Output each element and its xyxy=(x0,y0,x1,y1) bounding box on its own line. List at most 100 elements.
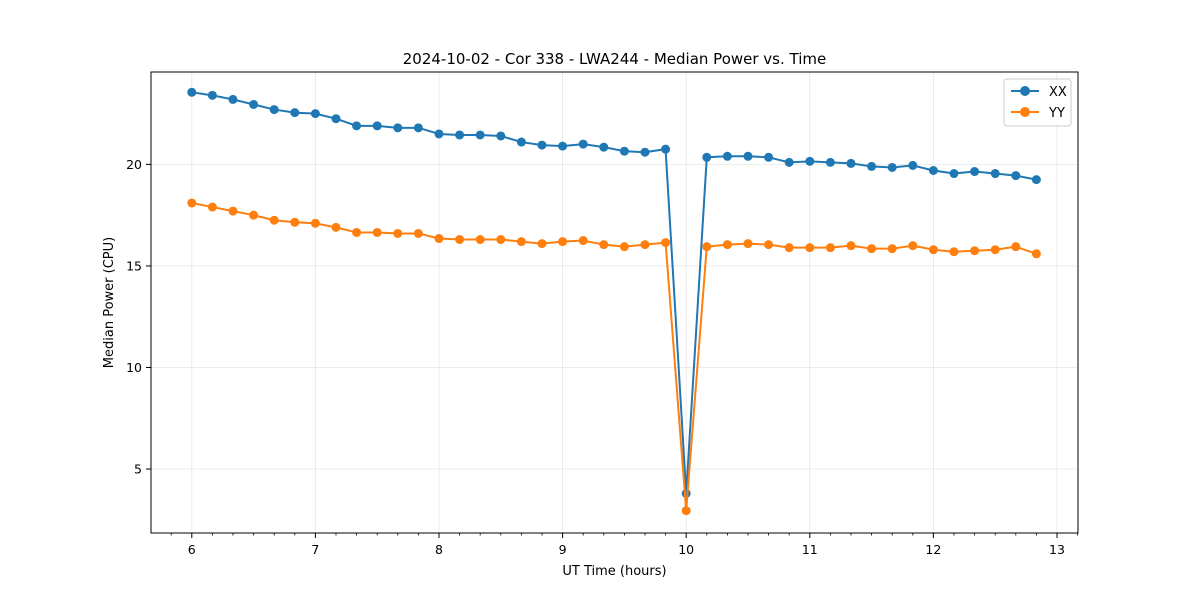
data-point-xx xyxy=(1031,175,1041,185)
data-point-xx xyxy=(475,130,485,140)
data-point-xx xyxy=(599,142,609,152)
data-point-xx xyxy=(228,94,238,104)
data-point-yy xyxy=(764,240,774,250)
y-tick-label: 5 xyxy=(134,462,142,477)
x-tick-label: 13 xyxy=(1049,542,1065,557)
data-point-xx xyxy=(434,129,444,139)
data-point-xx xyxy=(619,146,629,156)
x-tick-label: 10 xyxy=(678,542,694,557)
x-tick-label: 9 xyxy=(559,542,567,557)
data-point-xx xyxy=(970,167,980,177)
data-point-yy xyxy=(805,243,815,253)
data-point-yy xyxy=(516,237,526,247)
data-point-yy xyxy=(187,198,197,208)
data-point-yy xyxy=(331,222,341,232)
data-point-yy xyxy=(578,236,588,246)
y-axis-label: Median Power (CPU) xyxy=(102,237,117,368)
chart-title: 2024-10-02 - Cor 338 - LWA244 - Median P… xyxy=(403,50,827,68)
data-point-yy xyxy=(537,239,547,249)
data-point-xx xyxy=(496,131,506,141)
data-point-xx xyxy=(558,141,568,151)
y-tick-label: 15 xyxy=(126,258,142,273)
data-point-yy xyxy=(496,235,506,245)
legend-marker-xx xyxy=(1020,86,1030,96)
data-point-xx xyxy=(269,105,279,115)
data-point-yy xyxy=(990,245,1000,255)
data-point-xx xyxy=(1011,171,1021,181)
data-point-xx xyxy=(681,488,691,498)
series-line-yy xyxy=(191,202,1037,512)
data-point-yy xyxy=(290,217,300,227)
legend-marker-yy xyxy=(1020,107,1030,117)
data-point-yy xyxy=(1011,242,1021,252)
data-point-yy xyxy=(743,239,753,249)
data-point-xx xyxy=(764,152,774,162)
data-point-xx xyxy=(640,147,650,157)
plot-area xyxy=(150,71,1079,534)
x-tick-label: 12 xyxy=(925,542,941,557)
data-point-yy xyxy=(1031,249,1041,259)
series-yy xyxy=(187,198,1041,516)
data-point-yy xyxy=(867,244,877,254)
data-point-yy xyxy=(228,206,238,216)
data-point-xx xyxy=(310,109,320,119)
x-tick-label: 8 xyxy=(435,542,443,557)
x-tick-label: 11 xyxy=(802,542,818,557)
data-point-xx xyxy=(908,160,918,170)
x-tick-label: 6 xyxy=(188,542,196,557)
data-point-yy xyxy=(372,227,382,237)
legend-label-yy: YY xyxy=(1048,106,1065,121)
data-point-xx xyxy=(455,130,465,140)
data-point-xx xyxy=(413,123,423,133)
data-point-xx xyxy=(516,137,526,147)
data-point-yy xyxy=(825,243,835,253)
data-point-xx xyxy=(722,151,732,161)
data-point-xx xyxy=(928,166,938,175)
data-point-yy xyxy=(846,241,856,251)
data-point-yy xyxy=(434,234,444,244)
data-point-yy xyxy=(207,202,217,212)
data-point-xx xyxy=(743,151,753,161)
data-point-yy xyxy=(784,243,794,253)
y-tick-label: 20 xyxy=(126,157,142,172)
data-point-xx xyxy=(949,169,959,179)
data-point-yy xyxy=(619,242,629,252)
data-point-xx xyxy=(702,152,712,162)
data-point-yy xyxy=(702,242,712,252)
legend-label-xx: XX xyxy=(1049,85,1067,100)
y-tick-label: 10 xyxy=(126,360,142,375)
axis-ticks: 6 7 8 9 10 11 12 13 5 10 15 20 xyxy=(126,157,1078,557)
series-xx xyxy=(187,87,1041,498)
legend: XX YY xyxy=(1003,78,1072,127)
data-point-xx xyxy=(290,108,300,118)
data-point-xx xyxy=(537,140,547,150)
data-point-xx xyxy=(372,121,382,131)
data-point-yy xyxy=(455,235,465,245)
series-layer xyxy=(187,87,1041,516)
data-point-yy xyxy=(310,218,320,228)
data-point-xx xyxy=(867,161,877,171)
data-point-yy xyxy=(352,227,362,237)
data-point-yy xyxy=(269,215,279,225)
data-point-xx xyxy=(887,162,897,172)
data-point-yy xyxy=(599,240,609,250)
data-point-yy xyxy=(681,506,691,516)
data-point-yy xyxy=(661,238,671,248)
data-point-xx xyxy=(825,157,835,167)
grid xyxy=(151,72,1078,533)
data-point-xx xyxy=(393,123,403,133)
data-point-yy xyxy=(249,210,259,220)
x-tick-label: 7 xyxy=(311,542,319,557)
data-point-xx xyxy=(661,144,671,154)
data-point-yy xyxy=(908,241,918,251)
data-point-yy xyxy=(413,228,423,238)
data-point-yy xyxy=(558,237,568,247)
data-point-xx xyxy=(352,121,362,131)
data-point-yy xyxy=(393,228,403,238)
data-point-xx xyxy=(249,99,259,109)
data-point-xx xyxy=(990,169,1000,179)
data-point-xx xyxy=(784,157,794,167)
data-point-yy xyxy=(722,240,732,250)
data-point-xx xyxy=(207,90,217,100)
